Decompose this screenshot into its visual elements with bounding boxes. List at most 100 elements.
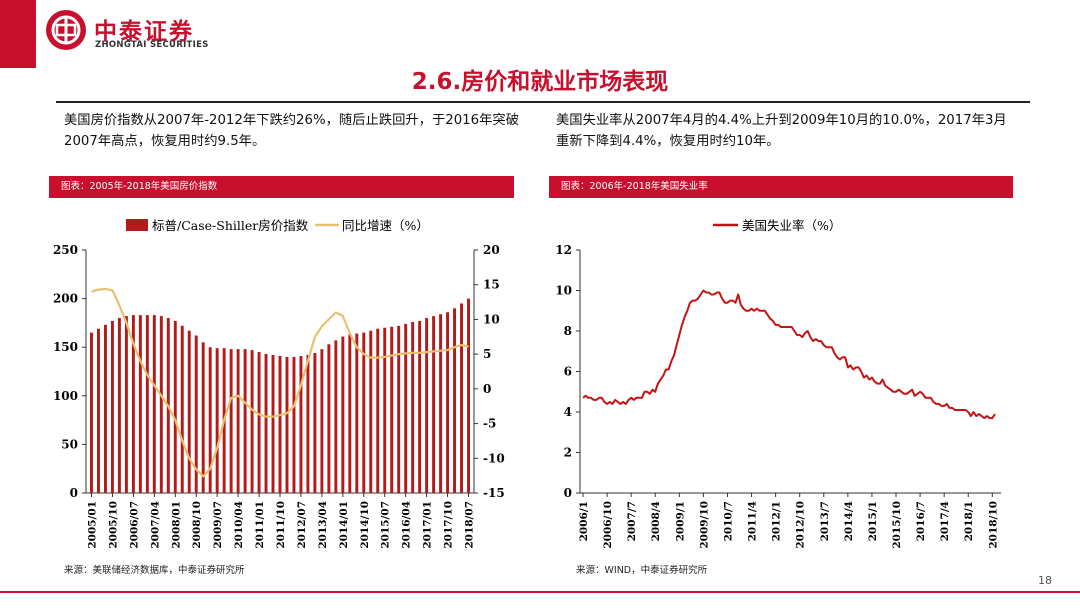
page-number: 18: [1038, 574, 1052, 587]
house-price-chart: 标普/Case-Shiller房价指数 同比增速（%） 050100150200…: [53, 218, 505, 549]
left-y-tick-label: 50: [61, 437, 78, 451]
x-tick-label: 2018/07: [464, 501, 476, 549]
house-price-bar: [145, 315, 149, 493]
company-name-en: ZHONGTAI SECURITIES: [95, 40, 209, 50]
house-price-bar: [229, 349, 233, 493]
unemployment-line: [582, 289, 996, 420]
house-price-bar: [250, 350, 254, 493]
x-tick-label: 2009/07: [212, 501, 224, 549]
house-price-bar: [390, 326, 394, 493]
x-tick-label: 2016/7: [915, 501, 927, 541]
x-tick-label: 2005/10: [107, 501, 119, 549]
house-price-bar: [327, 344, 331, 493]
y-tick-label: 8: [564, 324, 572, 338]
unemployment-legend: 美国失业率（%）: [713, 218, 841, 233]
y-tick-label: 6: [564, 365, 572, 379]
y-tick-label: 10: [555, 284, 572, 298]
house-price-bar: [180, 325, 184, 493]
right-description: 美国失业率从2007年4月的4.4%上升到2009年10月的10.0%，2017…: [556, 113, 1007, 149]
x-tick-label: 2015/10: [891, 501, 903, 549]
x-tick-label: 2006/10: [602, 501, 614, 549]
right-y-tick-label: 15: [483, 278, 500, 292]
x-tick-label: 2005/01: [86, 501, 98, 549]
left-y-tick-label: 250: [53, 243, 78, 257]
x-tick-label: 2007/04: [149, 501, 161, 549]
house-price-bar: [124, 316, 128, 493]
y-tick-label: 12: [555, 243, 572, 257]
house-price-bar: [194, 335, 198, 493]
house-price-bar: [334, 340, 338, 493]
x-tick-label: 2009/10: [698, 501, 710, 549]
house-price-bar: [418, 320, 422, 493]
house-price-bar: [348, 334, 352, 493]
right-source-note: 来源：WIND，中泰证券研究所: [576, 565, 708, 576]
header-accent-bar: [0, 0, 36, 68]
house-price-bar: [383, 327, 387, 493]
house-price-bar: [90, 332, 93, 493]
house-price-bar: [453, 308, 457, 493]
x-tick-label: 2009/1: [674, 501, 686, 541]
x-tick-label: 2013/7: [819, 501, 831, 541]
house-price-bar: [362, 332, 366, 493]
house-price-bar: [313, 353, 317, 493]
x-tick-label: 2015/1: [867, 501, 879, 541]
x-tick-label: 2012/10: [795, 501, 807, 549]
legend-line-label: 美国失业率（%）: [742, 218, 841, 233]
left-y-tick-label: 200: [53, 292, 78, 306]
left-y-tick-label: 0: [70, 486, 78, 500]
house-price-bar: [299, 355, 303, 493]
x-tick-label: 2013/04: [317, 501, 329, 549]
x-tick-label: 2011/10: [275, 501, 287, 549]
house-price-bar: [432, 316, 436, 493]
house-price-bar: [425, 318, 429, 493]
house-price-bar: [285, 356, 289, 493]
x-tick-label: 2008/4: [650, 501, 662, 541]
house-price-bar: [236, 349, 240, 493]
house-price-bar: [131, 315, 135, 493]
house-price-bar: [460, 303, 463, 493]
legend-line-label: 同比增速（%）: [342, 218, 429, 233]
yoy-growth-line: [91, 287, 469, 478]
x-tick-label: 2017/10: [443, 501, 455, 549]
legend-bar-swatch: [126, 219, 148, 231]
house-price-bar: [201, 342, 205, 493]
x-tick-label: 2011/01: [254, 501, 266, 549]
company-logo-icon: [46, 10, 86, 50]
right-y-tick-label: 5: [483, 347, 491, 361]
x-tick-label: 2017/4: [939, 501, 951, 541]
x-tick-label: 2014/10: [359, 501, 371, 549]
house-price-bar: [264, 354, 268, 493]
house-price-bar: [404, 323, 408, 493]
right-y-tick-label: 0: [483, 382, 491, 396]
house-price-bar: [369, 330, 373, 493]
house-price-bar: [173, 320, 177, 493]
legend-bar-label: 标普/Case-Shiller房价指数: [152, 218, 309, 233]
house-price-bar: [138, 315, 142, 493]
house-price-bar: [215, 348, 219, 493]
x-tick-label: 2018/10: [987, 501, 999, 549]
house-price-bar: [97, 328, 100, 493]
house-price-bar: [467, 298, 470, 493]
x-tick-label: 2007/7: [626, 501, 638, 541]
footer-line: [0, 591, 1080, 593]
house-price-bar: [152, 315, 156, 493]
house-price-bar: [103, 324, 107, 493]
house-price-bar: [320, 349, 324, 493]
x-tick-label: 2008/10: [191, 501, 203, 549]
left-description: 美国房价指数从2007年-2012年下跌约26%，随后止跌回升，于2016年突破…: [64, 113, 519, 149]
x-tick-label: 2016/04: [401, 501, 413, 549]
x-tick-label: 2012/1: [771, 501, 783, 541]
x-tick-label: 2017/01: [422, 501, 434, 549]
house-price-bar: [341, 336, 345, 493]
unemployment-chart: 美国失业率（%） 0 2 4 6 8 10 12 2006/1 2006/10 2007/7 20…: [555, 218, 1001, 549]
house-price-bar: [306, 354, 310, 493]
y-tick-label: 2: [564, 446, 572, 460]
y-tick-label: 4: [564, 405, 572, 419]
left-chart-title: 图表：2005年-2018年美国房价指数: [49, 176, 514, 198]
right-y-tick-label: -15: [483, 486, 505, 500]
x-tick-label: 2011/4: [747, 501, 759, 541]
house-price-bar: [110, 320, 114, 493]
house-price-bar: [159, 316, 163, 493]
x-tick-label: 2018/1: [963, 501, 975, 541]
house-price-bar: [411, 321, 415, 493]
